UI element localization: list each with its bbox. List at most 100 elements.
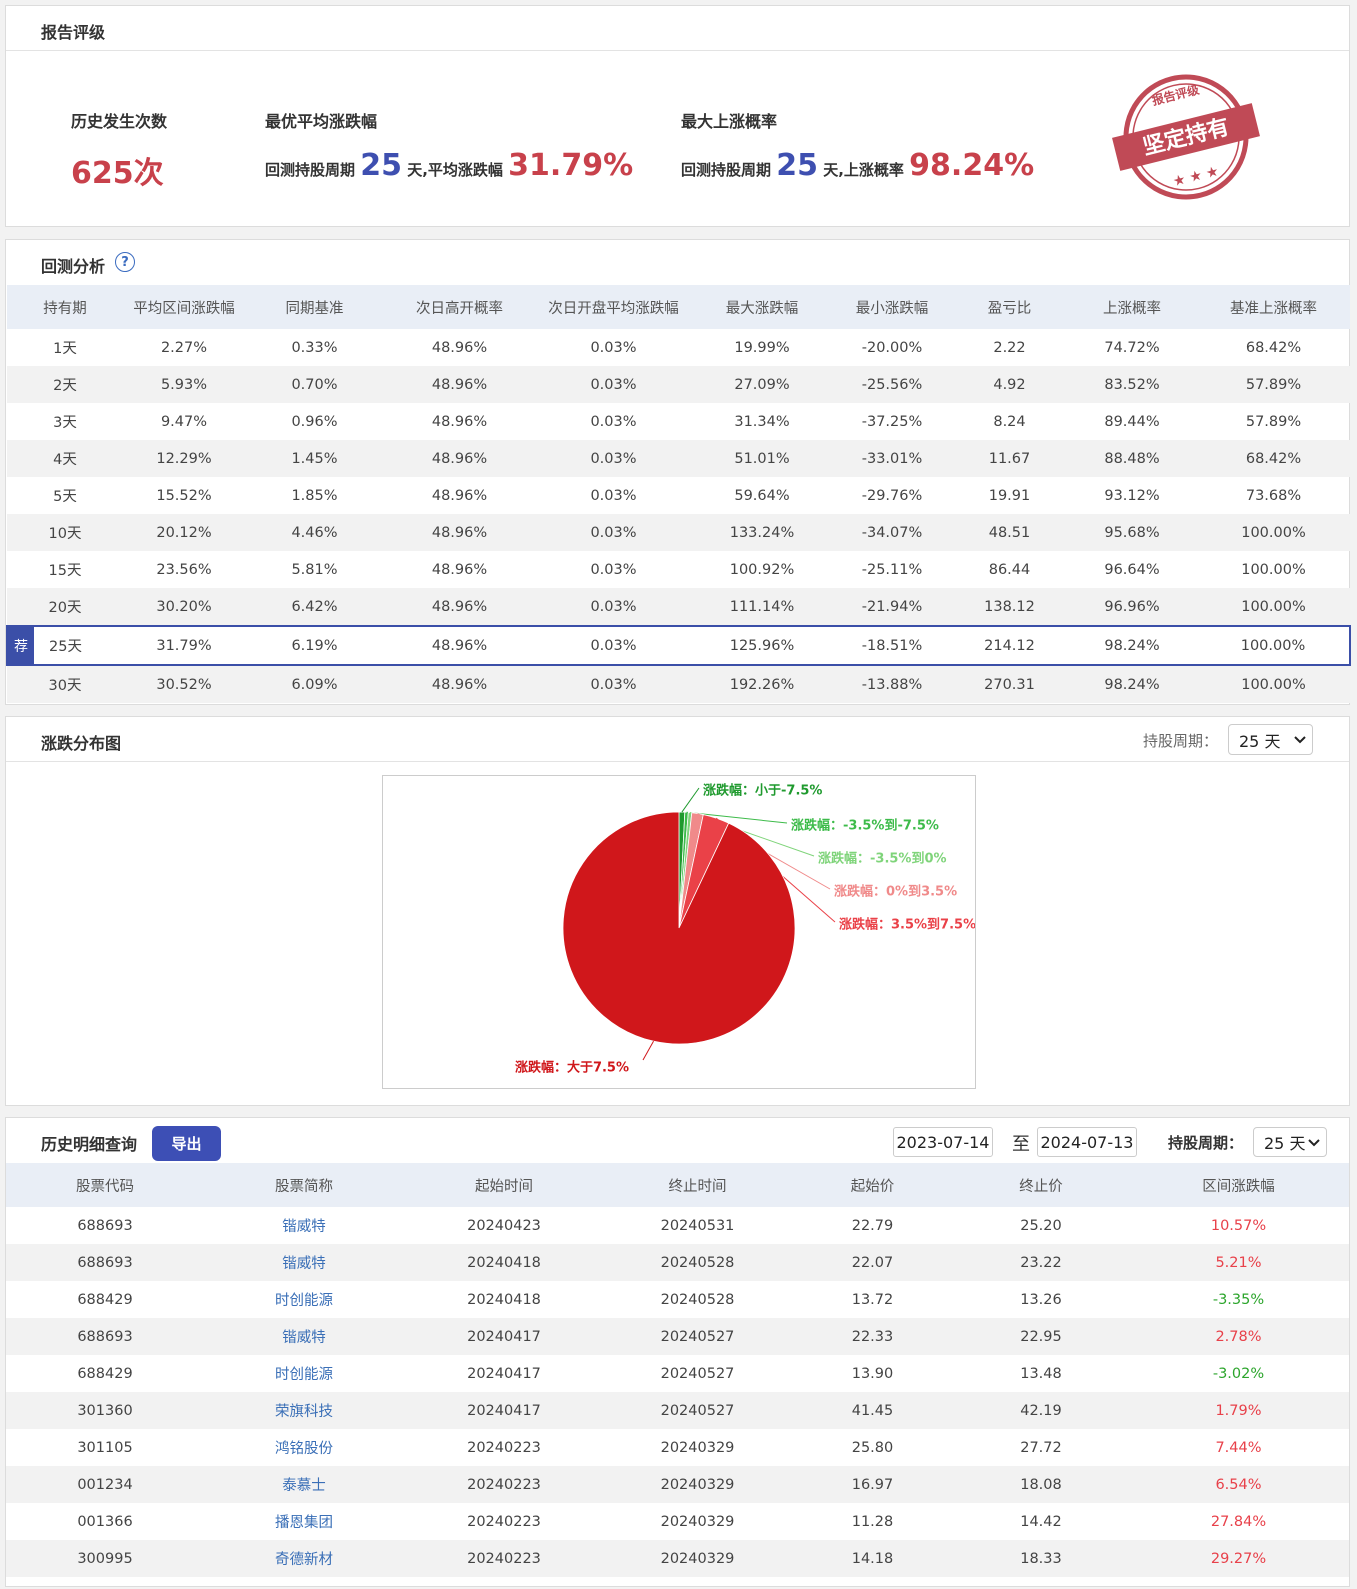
column-header: 最小涨跌幅 [832, 285, 952, 329]
help-icon[interactable]: ? [115, 252, 135, 272]
table-cell: 2天 [7, 366, 123, 403]
table-cell: 18.33 [954, 1540, 1128, 1577]
column-header: 持有期 [7, 285, 123, 329]
period: 25 [360, 148, 402, 183]
distribution-panel: 涨跌分布图 持股周期： 25 天 涨跌幅：小于-7.5% 涨跌幅：-3.5%到-7… [5, 716, 1350, 1106]
column-header: 同期基准 [245, 285, 384, 329]
panel-title: 回测分析 [41, 257, 106, 276]
rating-panel: 报告评级 历史发生次数 625次 最优平均涨跌幅 回测持股周期 25 天,平均涨… [5, 5, 1350, 227]
table-row: 688429 时创能源 20240418 20240528 13.72 13.26 -3.3… [6, 1281, 1349, 1318]
table-cell: 688429 [77, 1365, 133, 1382]
start-date-input[interactable]: 2023-07-14 [893, 1127, 993, 1157]
panel-title: 报告评级 [41, 23, 106, 42]
table-cell: 奇德新材 [204, 1540, 404, 1577]
stock-link[interactable]: 奇德新材 [275, 1552, 333, 1568]
table-cell: -3.35% [1128, 1281, 1349, 1318]
end-date-input[interactable]: 2024-07-13 [1037, 1127, 1137, 1157]
table-cell: 13.72 [851, 1291, 894, 1308]
table-cell: 98.24% [1067, 665, 1197, 703]
change-value: 1.79% [1215, 1402, 1262, 1419]
table-row: 3天 9.47% 0.96% 48.96% 0.03% 31.34% -37.25% 8.24… [7, 403, 1350, 440]
table-cell: 48.96% [384, 514, 535, 551]
table-cell: 20天 [7, 588, 123, 626]
table-cell: 20240223 [404, 1466, 604, 1503]
table-cell: 20240418 [467, 1291, 541, 1308]
column-header: 次日开盘平均涨跌幅 [535, 285, 692, 329]
stock-link[interactable]: 时创能源 [275, 1293, 333, 1309]
column-header: 股票代码 [6, 1163, 204, 1207]
table-cell: 48.96% [384, 440, 535, 477]
period-select[interactable]: 25 天 [1228, 724, 1313, 755]
table-cell: 22.33 [791, 1318, 954, 1355]
table-row: 5天 15.52% 1.85% 48.96% 0.03% 59.64% -29.76% 19.… [7, 477, 1350, 514]
stock-link[interactable]: 锴威特 [282, 1256, 326, 1272]
table-cell: 214.12 [952, 625, 1067, 666]
table-cell: 鸿铭股份 [204, 1429, 404, 1466]
table-cell: 13.26 [1020, 1291, 1062, 1308]
slice-label: 涨跌幅：-3.5%到-7.5% [790, 818, 939, 834]
table-cell: 100.00% [1197, 514, 1350, 551]
table-cell: 0.03% [535, 514, 692, 551]
table-cell: 95.68% [1067, 514, 1197, 551]
table-cell: 301105 [77, 1439, 133, 1456]
table-cell: 0.03% [535, 625, 692, 666]
table-cell: 30天 [7, 665, 123, 703]
table-cell: 20240329 [604, 1540, 791, 1577]
export-button[interactable]: 导出 [152, 1126, 221, 1161]
stock-link[interactable]: 鸿铭股份 [275, 1441, 333, 1457]
table-cell: 25天荐 [6, 625, 123, 666]
stock-link[interactable]: 锴威特 [282, 1219, 326, 1235]
table-cell: 0.03% [535, 366, 692, 403]
table-cell: 8.24 [993, 413, 1026, 430]
header-row: 持有期 平均区间涨跌幅 同期基准 次日高开概率 次日开盘平均涨跌幅 最大涨跌幅 最小涨跌幅盈… [7, 285, 1350, 329]
pie-chart: 涨跌幅：小于-7.5% 涨跌幅：-3.5%到-7.5% 涨跌幅：-3.5%到0% 涨跌… [382, 775, 976, 1089]
select-arrow [1294, 736, 1306, 744]
table-row: 001366 播恩集团 20240223 20240329 11.28 14.42 27.8… [6, 1503, 1349, 1540]
path [1294, 736, 1306, 744]
table-cell: 锴威特 [204, 1318, 404, 1355]
table-cell: 270.31 [952, 665, 1067, 703]
table-cell: 19.91 [988, 487, 1031, 504]
value: 98.24% [909, 148, 1035, 183]
table-cell: 68.42% [1197, 440, 1350, 477]
stock-link[interactable]: 时创能源 [275, 1367, 333, 1383]
table-cell: 15.52% [156, 487, 212, 504]
stock-link[interactable]: 荣旗科技 [275, 1404, 333, 1420]
table-cell: 133.24% [692, 514, 832, 551]
change-value: 5.21% [1215, 1254, 1262, 1271]
table-cell: 48.96% [384, 366, 535, 403]
table-cell: -33.01% [832, 440, 952, 477]
change-value: 27.84% [1210, 1513, 1267, 1530]
table-cell: -18.51% [832, 625, 952, 666]
leader-line [686, 811, 788, 824]
table-cell: 0.03% [590, 413, 637, 430]
table-cell: 100.00% [1197, 665, 1350, 703]
change-value: -3.02% [1212, 1365, 1265, 1382]
table-cell: 20240329 [604, 1466, 791, 1503]
stock-link[interactable]: 锴威特 [282, 1330, 326, 1346]
table-cell: 59.64% [734, 487, 790, 504]
prefix: 回测持股周期 [265, 161, 356, 179]
period-select[interactable]: 25 天 [1253, 1127, 1327, 1157]
table-cell: 20240528 [660, 1291, 735, 1308]
table-cell: 2.27% [160, 339, 208, 356]
table-cell: -25.56% [832, 366, 952, 403]
table-cell: 18.08 [954, 1466, 1128, 1503]
table-cell: 7.44% [1128, 1429, 1349, 1466]
table-cell: 100.00% [1241, 561, 1306, 578]
panel-header: 涨跌分布图 持股周期： 25 天 [6, 717, 1349, 762]
g: 报告评级 坚定持有 ★ ★ ★ [1112, 74, 1260, 200]
table-cell: 6.19% [245, 625, 384, 666]
change-value: -3.35% [1212, 1291, 1265, 1308]
table-cell: 73.68% [1245, 487, 1302, 504]
table-cell: 22.79 [851, 1217, 894, 1234]
table-cell: 2.22 [993, 339, 1026, 356]
slice-label: 涨跌幅：0%到3.5% [833, 884, 957, 900]
table-cell: 20240223 [404, 1540, 604, 1577]
stock-link[interactable]: 播恩集团 [275, 1515, 333, 1531]
panel-title: 历史明细查询 [41, 1135, 138, 1154]
stock-link[interactable]: 泰慕士 [282, 1478, 326, 1494]
table-cell: 锴威特 [204, 1244, 404, 1281]
change-value: 10.57% [1210, 1217, 1267, 1234]
